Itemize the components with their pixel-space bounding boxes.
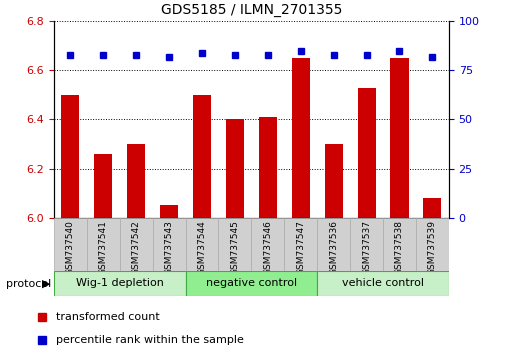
Bar [383,218,416,271]
Bar [54,271,186,296]
Title: GDS5185 / ILMN_2701355: GDS5185 / ILMN_2701355 [161,4,342,17]
Bar [87,218,120,271]
Bar [160,205,178,218]
Text: Wig-1 depletion: Wig-1 depletion [76,278,164,288]
Bar [186,218,219,271]
Bar [325,144,343,218]
Text: GSM737540: GSM737540 [66,220,75,275]
Text: GSM737538: GSM737538 [395,220,404,275]
Bar [358,87,376,218]
Bar [350,218,383,271]
Bar [54,218,87,271]
Text: protocol: protocol [6,279,51,289]
Text: vehicle control: vehicle control [342,278,424,288]
Bar [127,144,145,218]
Text: GSM737537: GSM737537 [362,220,371,275]
Bar [390,58,408,218]
Bar [94,154,112,218]
Bar [416,218,449,271]
Text: GSM737542: GSM737542 [132,220,141,275]
Bar [219,218,251,271]
Bar [317,218,350,271]
Text: ▶: ▶ [42,279,51,289]
Bar [226,119,244,218]
Bar [193,95,211,218]
Text: GSM737544: GSM737544 [198,220,207,275]
Text: GSM737536: GSM737536 [329,220,338,275]
Bar [120,218,152,271]
Bar [259,117,277,218]
Bar [292,58,310,218]
Bar [152,218,186,271]
Bar [423,198,442,218]
Bar [284,218,317,271]
Text: GSM737545: GSM737545 [230,220,240,275]
Text: GSM737543: GSM737543 [165,220,173,275]
Text: transformed count: transformed count [56,312,160,322]
Text: GSM737546: GSM737546 [263,220,272,275]
Text: percentile rank within the sample: percentile rank within the sample [56,335,244,346]
Text: GSM737541: GSM737541 [98,220,108,275]
Text: GSM737547: GSM737547 [296,220,305,275]
Bar [317,271,449,296]
Text: GSM737539: GSM737539 [428,220,437,275]
Bar [61,95,80,218]
Bar [251,218,284,271]
Text: negative control: negative control [206,278,297,288]
Bar [186,271,317,296]
